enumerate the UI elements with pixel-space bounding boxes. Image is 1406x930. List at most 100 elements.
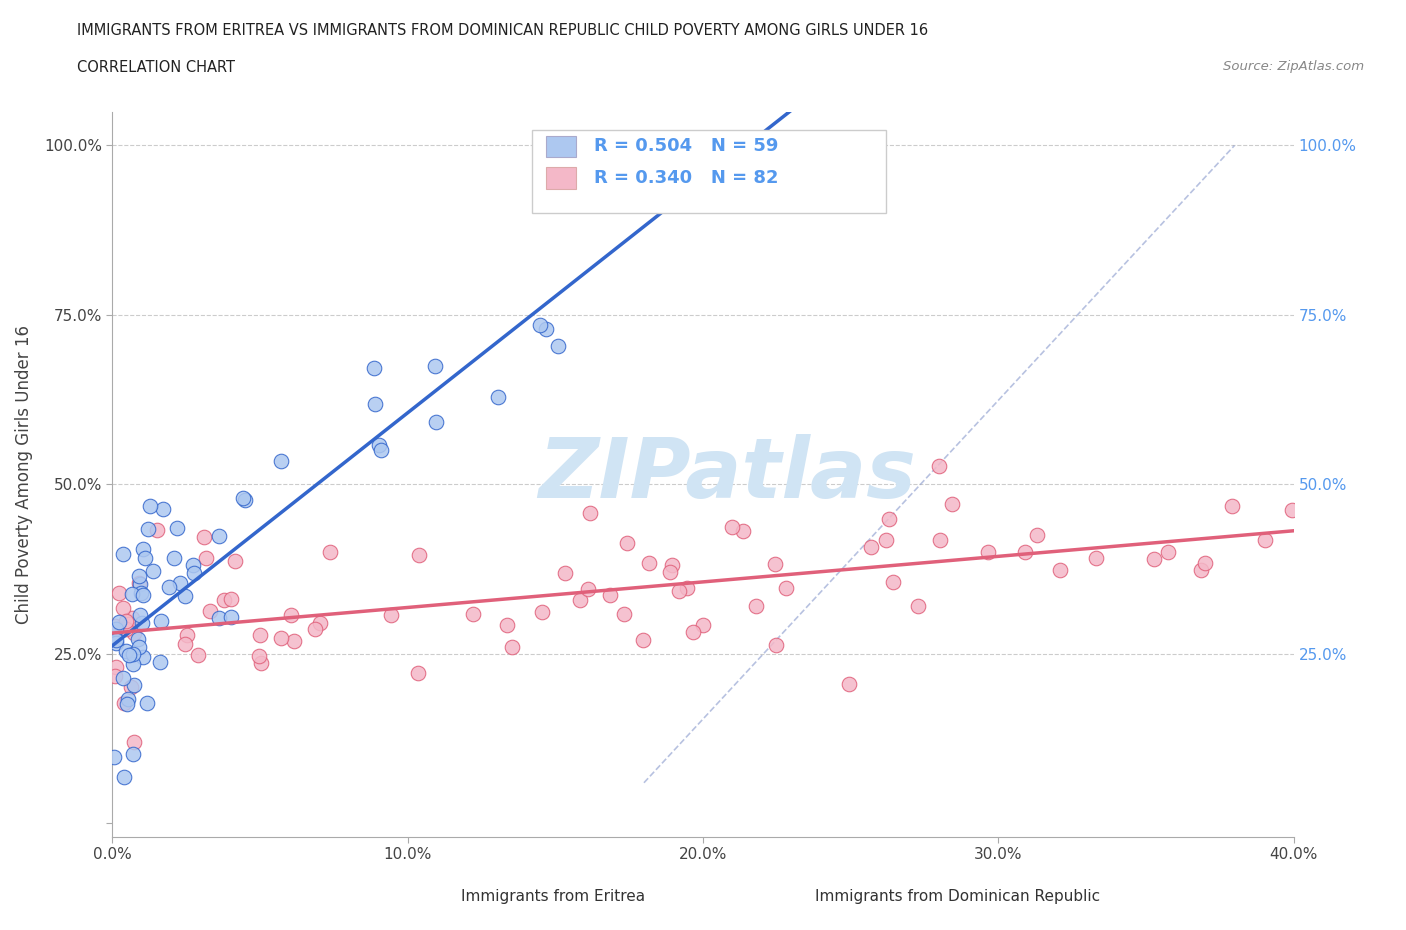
Point: [425, 415, 447, 430]
Point: [115, 621, 138, 636]
Point: [108, 585, 131, 600]
Point: [408, 548, 430, 563]
Point: [363, 361, 385, 376]
Point: [280, 607, 302, 622]
Point: [1143, 551, 1166, 566]
Text: R = 0.504   N = 59: R = 0.504 N = 59: [593, 138, 778, 155]
Point: [129, 585, 152, 600]
Point: [104, 636, 127, 651]
Point: [1194, 556, 1216, 571]
Point: [150, 614, 173, 629]
Text: Immigrants from Dominican Republic: Immigrants from Dominican Republic: [815, 889, 1101, 904]
Point: [319, 544, 342, 559]
Point: [1025, 527, 1047, 542]
Point: [676, 580, 699, 595]
Point: [877, 512, 900, 526]
Point: [668, 584, 690, 599]
Y-axis label: Child Poverty Among Girls Under 16: Child Poverty Among Girls Under 16: [15, 325, 32, 624]
Point: [105, 621, 128, 636]
Point: [283, 633, 305, 648]
Point: [108, 614, 131, 629]
Point: [576, 581, 599, 596]
Point: [134, 550, 156, 565]
Point: [486, 390, 509, 405]
Point: [599, 587, 621, 602]
Point: [1049, 563, 1071, 578]
Point: [131, 616, 153, 631]
Point: [122, 626, 145, 641]
Text: IMMIGRANTS FROM ERITREA VS IMMIGRANTS FROM DOMINICAN REPUBLIC CHILD POVERTY AMON: IMMIGRANTS FROM ERITREA VS IMMIGRANTS FR…: [77, 23, 928, 38]
Point: [163, 551, 186, 565]
Point: [838, 677, 860, 692]
FancyBboxPatch shape: [546, 167, 576, 189]
Point: [212, 592, 235, 607]
Point: [250, 656, 273, 671]
Point: [370, 442, 392, 457]
Point: [114, 614, 136, 629]
Point: [135, 696, 157, 711]
Point: [198, 604, 221, 618]
Point: [425, 359, 447, 374]
Point: [122, 677, 145, 692]
Point: [554, 565, 576, 580]
Text: R = 0.340   N = 82: R = 0.340 N = 82: [593, 169, 779, 187]
Point: [1281, 503, 1303, 518]
Point: [136, 522, 159, 537]
Point: [132, 542, 155, 557]
Point: [104, 633, 127, 648]
Point: [111, 547, 134, 562]
Point: [115, 644, 138, 658]
Point: [104, 659, 127, 674]
Point: [187, 648, 209, 663]
Point: [661, 558, 683, 573]
Point: [547, 339, 569, 354]
Point: [977, 545, 1000, 560]
Point: [224, 554, 246, 569]
Point: [112, 601, 135, 616]
Point: [765, 637, 787, 652]
Point: [1157, 545, 1180, 560]
Point: [569, 593, 592, 608]
Point: [112, 770, 135, 785]
Text: Immigrants from Eritrea: Immigrants from Eritrea: [461, 889, 645, 904]
Point: [219, 591, 242, 606]
Point: [928, 533, 950, 548]
Point: [763, 557, 786, 572]
Point: [859, 539, 882, 554]
Point: [176, 628, 198, 643]
Point: [637, 556, 659, 571]
Point: [121, 646, 143, 661]
Point: [219, 609, 242, 624]
Point: [118, 647, 141, 662]
Point: [658, 565, 681, 579]
Point: [616, 535, 638, 550]
Point: [233, 492, 256, 507]
Text: ZIPatlas: ZIPatlas: [537, 433, 915, 515]
Point: [1254, 533, 1277, 548]
Point: [121, 587, 143, 602]
Point: [139, 498, 162, 513]
Point: [364, 396, 387, 411]
Point: [122, 735, 145, 750]
Point: [578, 506, 600, 521]
Point: [682, 625, 704, 640]
Point: [173, 589, 195, 604]
Point: [103, 750, 125, 764]
Point: [149, 655, 172, 670]
Point: [117, 691, 139, 706]
Point: [640, 180, 662, 195]
Point: [406, 666, 429, 681]
Point: [193, 530, 215, 545]
Point: [928, 458, 950, 473]
Point: [115, 697, 138, 711]
Point: [1084, 551, 1107, 565]
Point: [733, 524, 755, 538]
Point: [166, 521, 188, 536]
Point: [112, 671, 135, 685]
Point: [1220, 498, 1243, 513]
Point: [631, 632, 654, 647]
Point: [309, 616, 332, 631]
Point: [128, 576, 150, 591]
Point: [882, 575, 904, 590]
Point: [146, 523, 169, 538]
